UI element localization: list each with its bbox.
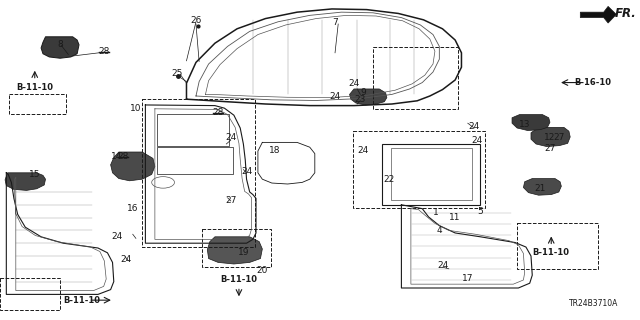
Text: 26: 26 — [190, 16, 202, 25]
Text: 5: 5 — [477, 207, 483, 216]
Text: 16: 16 — [127, 204, 138, 212]
Polygon shape — [512, 115, 550, 131]
Text: 18: 18 — [269, 146, 281, 155]
Text: 27: 27 — [544, 144, 556, 153]
Text: 24: 24 — [225, 133, 236, 142]
Text: 13: 13 — [519, 120, 531, 129]
Bar — [390, 148, 472, 200]
Bar — [373, 47, 458, 109]
Text: 27: 27 — [225, 196, 236, 204]
Text: FR.: FR. — [614, 7, 636, 20]
Text: 4: 4 — [436, 226, 442, 235]
Text: 20: 20 — [257, 266, 268, 275]
Text: 15: 15 — [29, 170, 40, 179]
Text: 24: 24 — [358, 146, 369, 155]
Text: 7: 7 — [332, 18, 338, 27]
Text: 14: 14 — [111, 152, 123, 161]
Text: 24: 24 — [472, 136, 483, 145]
Polygon shape — [531, 127, 570, 147]
Polygon shape — [580, 6, 616, 23]
Polygon shape — [524, 179, 561, 195]
Text: 24: 24 — [111, 232, 123, 241]
Text: B-16-10: B-16-10 — [575, 78, 611, 87]
Polygon shape — [41, 37, 79, 58]
Text: B-11-10: B-11-10 — [16, 83, 53, 92]
Bar — [202, 229, 271, 267]
Text: 25: 25 — [172, 69, 182, 78]
Text: B-11-10: B-11-10 — [63, 296, 100, 305]
Text: 24: 24 — [330, 92, 340, 100]
Text: 24: 24 — [241, 167, 252, 176]
Text: 24: 24 — [121, 255, 132, 264]
Polygon shape — [5, 173, 45, 190]
Bar — [0, 278, 60, 310]
Polygon shape — [349, 89, 387, 105]
Text: 11: 11 — [449, 213, 461, 222]
Bar — [10, 94, 67, 114]
Text: 24: 24 — [437, 261, 448, 270]
Text: 23: 23 — [355, 95, 366, 104]
Polygon shape — [207, 237, 262, 264]
Text: 8: 8 — [57, 40, 63, 49]
Text: 28: 28 — [212, 108, 224, 116]
Text: 21: 21 — [535, 184, 546, 193]
Text: TR24B3710A: TR24B3710A — [569, 299, 618, 308]
Bar — [157, 114, 230, 146]
Text: 22: 22 — [383, 175, 394, 184]
Bar — [142, 99, 255, 247]
Text: 27: 27 — [554, 133, 565, 142]
Polygon shape — [111, 152, 155, 181]
Text: 10: 10 — [130, 104, 141, 113]
Text: B-11-10: B-11-10 — [532, 248, 570, 257]
Text: 28: 28 — [118, 152, 129, 161]
Text: 17: 17 — [462, 274, 474, 283]
Text: 9: 9 — [360, 88, 366, 97]
Bar — [383, 144, 481, 205]
Text: 28: 28 — [99, 47, 110, 56]
Text: 24: 24 — [468, 122, 480, 131]
Bar — [353, 131, 486, 208]
Text: 1: 1 — [433, 208, 439, 217]
Text: 19: 19 — [237, 248, 249, 257]
Text: 12: 12 — [544, 133, 556, 142]
Text: 24: 24 — [348, 79, 360, 88]
Bar — [157, 147, 232, 174]
Text: B-11-10: B-11-10 — [220, 276, 257, 284]
Bar — [517, 223, 598, 269]
